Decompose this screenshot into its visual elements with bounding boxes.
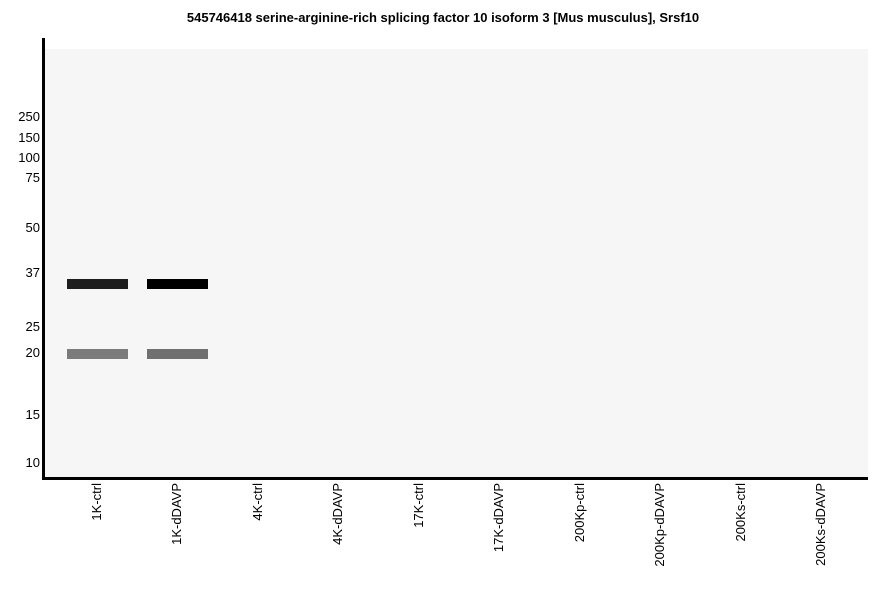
lane-label-17K-ctrl: 17K-ctrl [411,483,426,528]
band-1K-dDAVP-20kda [146,349,208,359]
chart-title: 545746418 serine-arginine-rich splicing … [186,10,700,25]
band-1K-ctrl-35kda [66,279,128,289]
band-1K-ctrl-20kda [66,349,128,359]
mw-marker-20: 20 [25,345,40,360]
lane-label-4K-dDAVP: 4K-dDAVP [330,483,345,545]
y-axis-line [42,38,45,480]
mw-marker-100: 100 [18,150,40,165]
lane-label-1K-dDAVP: 1K-dDAVP [169,483,184,545]
band-1K-dDAVP-35kda [146,279,208,289]
mw-marker-25: 25 [25,319,40,334]
mw-marker-250: 250 [18,109,40,124]
mw-marker-37: 37 [25,265,40,280]
lane-label-4K-ctrl: 4K-ctrl [250,483,265,521]
mw-marker-75: 75 [25,170,40,185]
lane-label-200Ks-dDAVP: 200Ks-dDAVP [813,483,828,566]
mw-marker-15: 15 [25,407,40,422]
lane-label-200Ks-ctrl: 200Ks-ctrl [733,483,748,542]
x-axis-line [42,477,868,480]
lane-label-200Kp-dDAVP: 200Kp-dDAVP [652,483,667,567]
lane-label-200Kp-ctrl: 200Kp-ctrl [572,483,587,543]
mw-marker-10: 10 [25,455,40,470]
mw-marker-150: 150 [18,130,40,145]
mw-marker-50: 50 [25,220,40,235]
lane-label-1K-ctrl: 1K-ctrl [89,483,104,521]
lane-label-17K-dDAVP: 17K-dDAVP [491,483,506,553]
gel-plot-area [45,49,868,478]
